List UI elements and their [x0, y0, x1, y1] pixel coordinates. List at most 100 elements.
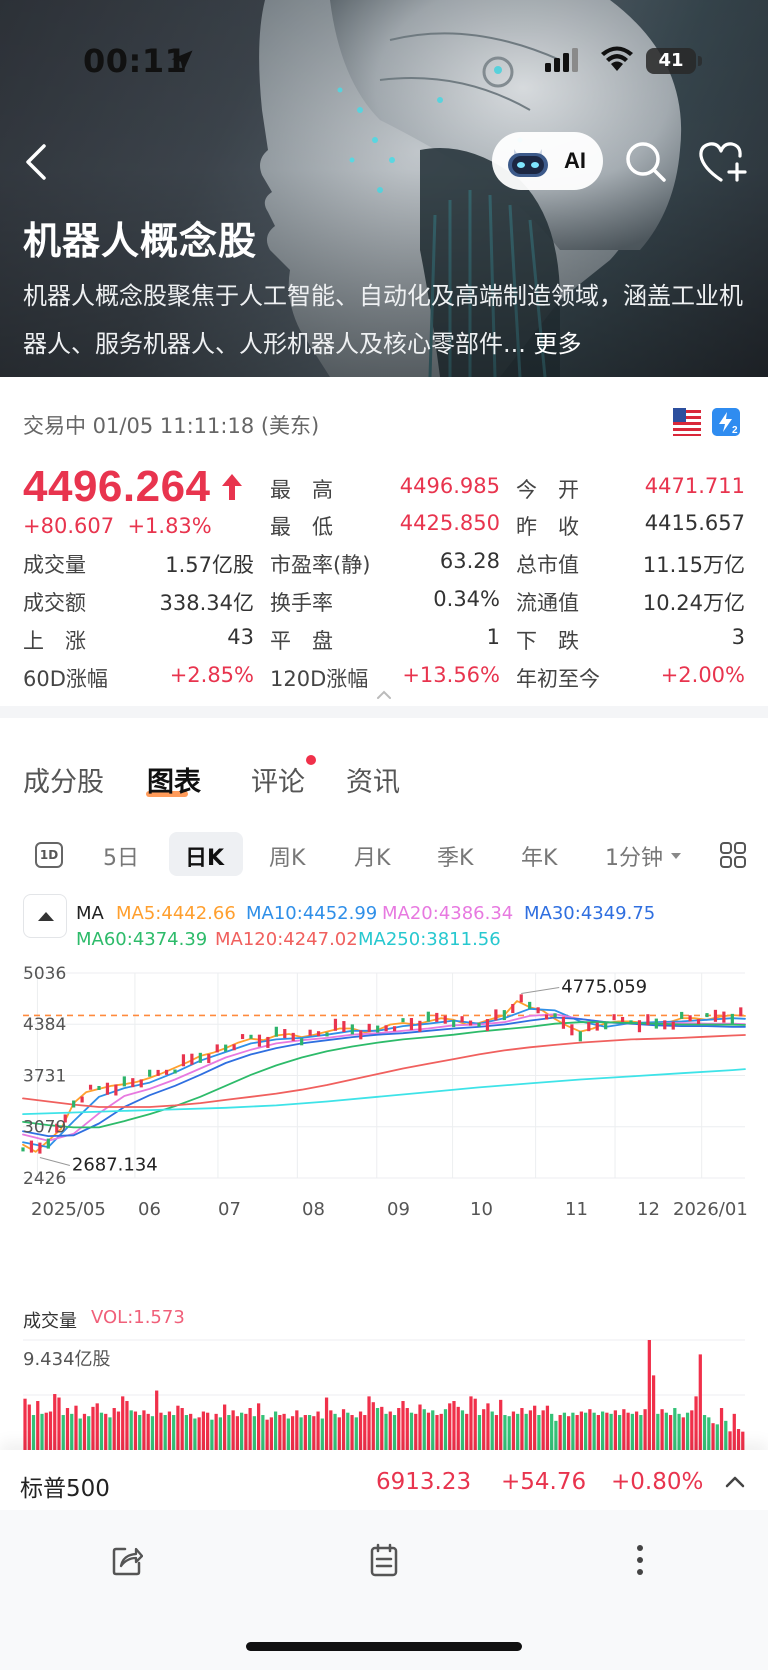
period-daily[interactable]: 日K [185, 846, 225, 871]
period-monthly[interactable]: 月K [354, 846, 391, 871]
period-quarterly[interactable]: 季K [437, 846, 474, 871]
volume-bar [282, 1413, 286, 1450]
candle [477, 1022, 481, 1027]
volume-bar [269, 1417, 273, 1450]
ma10-label: MA10:4452.99 [246, 903, 378, 924]
volume-bar [104, 1413, 108, 1450]
change-percent: +1.83% [127, 514, 212, 538]
tab-constituents[interactable]: 成分股 [23, 767, 104, 798]
x-tick-label: 09 [387, 1199, 410, 1220]
volume-bar [588, 1409, 592, 1450]
volume-bar [685, 1412, 690, 1450]
chevron-up-icon[interactable] [376, 688, 392, 700]
volume-bar [31, 1415, 36, 1450]
volume-bar [95, 1403, 99, 1450]
price-chart[interactable]: 5036 4384 3731 3079 2426 2025/05 06 07 08 09 10 11 1… [0, 955, 768, 1285]
volume-bar [469, 1396, 473, 1450]
ai-assistant-button[interactable]: AI [492, 132, 603, 190]
candle [671, 1021, 675, 1030]
tab-news[interactable]: 资讯 [346, 767, 400, 798]
volume-bar [613, 1410, 617, 1450]
intraday-1d-button[interactable]: 1D [35, 842, 63, 868]
candle [435, 1012, 439, 1022]
volume-bar [677, 1413, 681, 1450]
volume-bar [473, 1398, 477, 1450]
period-5d[interactable]: 5日 [103, 846, 139, 871]
index-ticker-bar[interactable] [0, 1450, 768, 1510]
volume-bar [550, 1413, 554, 1450]
ma-toggle-button[interactable] [23, 894, 67, 938]
volume-bar [121, 1396, 125, 1450]
candle [705, 1013, 709, 1018]
candle [173, 1069, 177, 1074]
candle [38, 1142, 42, 1154]
candle [722, 1011, 726, 1023]
volume-bar [486, 1403, 490, 1450]
volume-bar [252, 1416, 256, 1450]
volume-bar [36, 1401, 40, 1450]
candle [443, 1015, 447, 1024]
volume-bar [443, 1409, 448, 1450]
heart-plus-icon[interactable] [697, 138, 749, 186]
candle [72, 1100, 76, 1108]
notification-dot [306, 755, 316, 765]
search-icon[interactable] [622, 138, 670, 186]
volume-bar [439, 1413, 443, 1450]
candle [494, 1009, 498, 1021]
section-divider [0, 706, 768, 718]
candle [620, 1016, 625, 1022]
back-icon[interactable] [18, 140, 58, 184]
volume-bar [371, 1402, 375, 1450]
volume-bar [460, 1410, 465, 1450]
candle [730, 1013, 734, 1024]
volume-bar [193, 1418, 197, 1450]
volume-bar [554, 1420, 558, 1450]
ma-line-ma5 [22, 1000, 746, 1153]
volume-bar [409, 1412, 414, 1450]
candle [688, 1015, 692, 1022]
volume-bar [324, 1397, 329, 1450]
candle [460, 1016, 464, 1023]
page-title: 机器人概念股 [23, 219, 258, 263]
volume-bar [273, 1411, 278, 1450]
period-weekly[interactable]: 周K [269, 846, 306, 871]
volume-bar [235, 1416, 239, 1450]
period-minute-dropdown[interactable]: 1分钟 [605, 846, 663, 871]
volume-bar [299, 1417, 303, 1450]
more-vertical-icon[interactable] [624, 1543, 656, 1577]
x-tick-label: 10 [470, 1199, 493, 1220]
volume-bar [180, 1408, 184, 1450]
candle [122, 1076, 126, 1087]
stat-label-turnover-rate: 换手率 [270, 591, 333, 615]
tab-chart[interactable]: 图表 [147, 767, 201, 798]
volume-bar [609, 1413, 613, 1450]
share-icon[interactable] [111, 1543, 143, 1577]
index-price: 6913.23 [376, 1469, 472, 1495]
more-link[interactable]: 更多 [533, 330, 582, 358]
grid-icon[interactable] [720, 842, 746, 868]
volume-bar [660, 1409, 664, 1450]
x-tick-label: 2025/05 [31, 1199, 106, 1220]
volume-bar [358, 1411, 363, 1450]
candle [55, 1123, 59, 1133]
candle [367, 1023, 371, 1032]
ai-label: AI [564, 148, 586, 173]
period-yearly[interactable]: 年K [521, 846, 558, 871]
volume-bar [142, 1410, 146, 1450]
chevron-up-icon[interactable] [724, 1474, 746, 1488]
up-arrow-icon [222, 474, 242, 500]
volume-chart[interactable] [0, 1270, 768, 1450]
volume-bar [303, 1415, 307, 1450]
volume-bar [435, 1415, 439, 1450]
volume-bar [214, 1413, 218, 1450]
candle [249, 1034, 253, 1039]
ma60-label: MA60:4374.39 [76, 929, 208, 950]
volume-bar [482, 1409, 486, 1450]
candle [198, 1052, 202, 1063]
notes-icon[interactable] [368, 1543, 400, 1577]
volume-bar [431, 1410, 435, 1450]
signal-icon [545, 48, 578, 72]
tab-comments[interactable]: 评论 [251, 767, 305, 798]
candle [713, 1009, 718, 1022]
